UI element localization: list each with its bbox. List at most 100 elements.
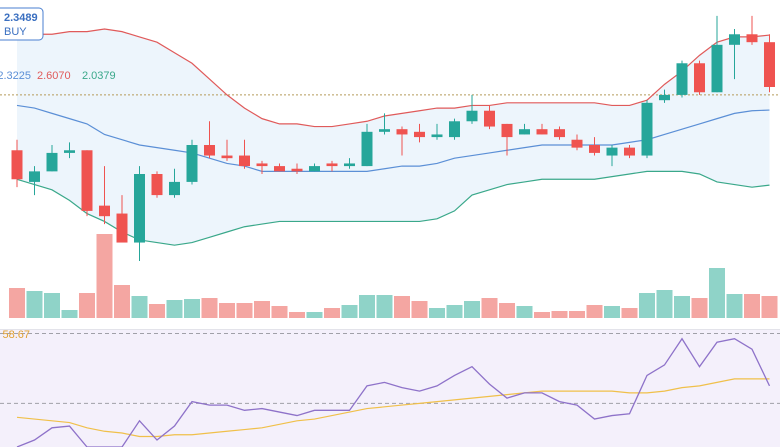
candle-body [466, 110, 478, 122]
signal-label: BUY [4, 26, 27, 38]
volume-bar [184, 299, 200, 318]
volume-bar [551, 311, 568, 318]
volume-bar [359, 295, 375, 318]
candle-body [571, 139, 583, 148]
candle-body [431, 134, 443, 138]
volume-bar [254, 301, 270, 318]
candle-body [414, 131, 425, 138]
candle-body [29, 171, 40, 182]
candle-body [746, 34, 758, 43]
candle-body [81, 150, 93, 211]
volume-bar [481, 298, 498, 318]
candle-body [169, 181, 180, 196]
volume-bar [656, 290, 673, 318]
candle-body [659, 94, 670, 101]
volume-bar [149, 304, 165, 318]
volume-bar [534, 312, 550, 318]
volume-bar [569, 311, 585, 318]
volume-bar [691, 298, 708, 318]
candle-body [256, 163, 268, 167]
volume-bar [289, 312, 305, 318]
volume-bar [516, 306, 533, 318]
candle-body [309, 166, 320, 172]
volume-bar [26, 291, 43, 318]
candle-body [729, 34, 740, 45]
volume-bar [726, 294, 743, 318]
candle-body [379, 129, 390, 132]
volume-bar [44, 293, 60, 318]
volume-bar [236, 303, 253, 318]
volume-bar [219, 303, 235, 318]
volume-bar [61, 310, 78, 318]
candle-body [274, 166, 285, 172]
volume-bar [131, 296, 148, 318]
candle-body [676, 63, 688, 95]
volume-bar [201, 298, 218, 318]
band-label: 2.3225 [0, 70, 31, 82]
rsi-line [16, 337, 771, 447]
volume-bar [586, 305, 603, 318]
candle-body [694, 63, 705, 93]
volume-bar [429, 308, 445, 318]
candle-body [641, 102, 653, 156]
band-line [17, 28, 770, 128]
candle-body [326, 163, 338, 167]
volume-bar [306, 312, 323, 318]
candle-body [221, 155, 233, 159]
candle-body [204, 145, 215, 156]
candle-body [396, 129, 408, 135]
volume-bar [761, 296, 778, 318]
candle-body [186, 145, 198, 182]
volume-bar [639, 293, 655, 318]
candle-body [536, 129, 548, 135]
candle-body [11, 150, 23, 180]
volume-bar [499, 303, 515, 318]
band-label: 2.6070 [37, 70, 71, 82]
volume-bar [709, 268, 725, 318]
volume-bar [744, 294, 760, 318]
candle-body [239, 155, 250, 167]
volume-bar [9, 288, 25, 318]
candle-body [501, 123, 513, 138]
price-label: 2.3489 [4, 12, 38, 24]
rsi-pane [0, 330, 780, 447]
candle-body [554, 129, 565, 138]
volume-bar [674, 296, 690, 318]
candle-body [519, 129, 530, 135]
volume-bar [464, 301, 480, 318]
candle-body [64, 150, 75, 153]
candle-body [46, 152, 58, 172]
candle-body [711, 44, 723, 93]
volume-bar [166, 300, 183, 318]
rsi-label: 58.67 [2, 329, 30, 341]
candle-body [99, 205, 110, 217]
candle-body [624, 147, 635, 156]
candle-body [134, 174, 145, 243]
candle-body [484, 110, 495, 127]
candle-body [151, 174, 163, 196]
volume-bar [604, 306, 620, 318]
candle-body [764, 42, 775, 87]
candle-body [449, 121, 460, 138]
candle-body [361, 131, 373, 167]
volume-bar [114, 285, 130, 318]
volume-bar [446, 305, 463, 318]
rsi-ma-line [16, 378, 770, 438]
band-fill [17, 29, 770, 246]
volume-bar [96, 234, 113, 318]
price-badge [0, 7, 44, 41]
candle-body [589, 145, 600, 153]
volume-bar [341, 305, 358, 318]
candle-body [116, 213, 128, 243]
volume-bar [271, 306, 288, 318]
candle-body [291, 168, 303, 172]
volume-bar [376, 295, 393, 318]
volume-bar [411, 301, 428, 318]
volume-bar [324, 308, 340, 318]
band-label: 2.0379 [82, 70, 116, 82]
volume-bar [394, 296, 410, 318]
volume-bar [79, 293, 95, 318]
candle-body [606, 147, 618, 156]
